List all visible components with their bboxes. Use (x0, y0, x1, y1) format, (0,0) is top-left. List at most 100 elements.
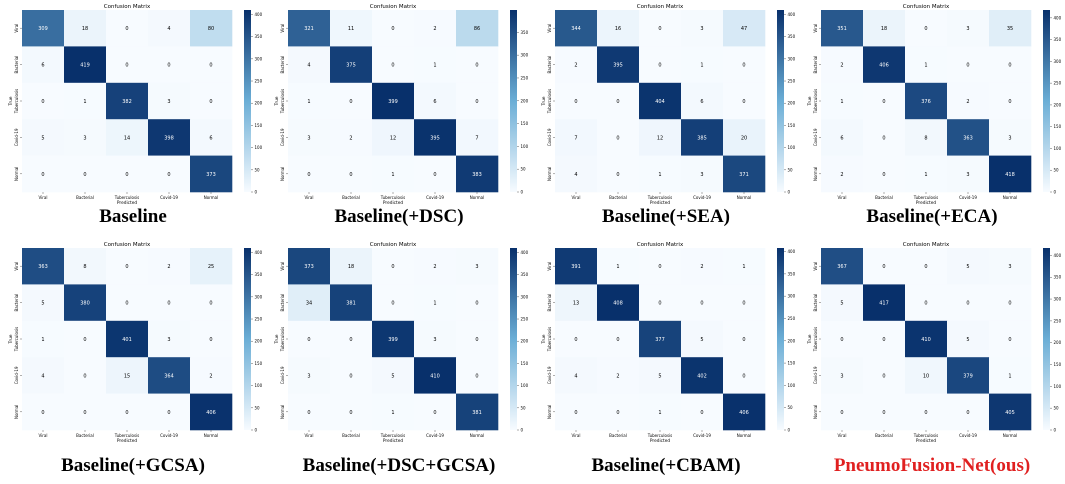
cell-value-label: 0 (742, 373, 745, 379)
heatmap-cell (64, 82, 107, 120)
x-tick-label: Bacterial (875, 433, 893, 438)
y-tick-label: Tuberculosis (280, 89, 285, 115)
x-axis-label: Predicted (383, 200, 403, 206)
cell-value-label: 2 (574, 63, 577, 69)
y-tick-label: Bacterial (14, 294, 19, 312)
cell-value-label: 3 (966, 26, 969, 32)
colorbar-tick-label: 250 (521, 317, 529, 322)
x-tick-label: Bacterial (342, 433, 360, 438)
heatmap-cell (372, 155, 415, 193)
heatmap-cell (989, 10, 1032, 47)
heatmap-cell (905, 155, 948, 193)
colorbar-tick-label: 100 (521, 144, 529, 149)
cell-value-label: 0 (574, 99, 577, 105)
cell-value-label: 371 (739, 172, 749, 178)
heatmap-cell (905, 82, 948, 120)
cell-value-label: 0 (658, 63, 661, 69)
heatmap-cell (148, 82, 191, 120)
cell-value-label: 3 (167, 99, 170, 105)
cell-value-label: 5 (658, 373, 661, 379)
heatmap-cell (821, 320, 864, 358)
y-axis-label: True (807, 334, 813, 344)
cell-value-label: 0 (574, 410, 577, 416)
cell-value-label: 1 (924, 172, 927, 178)
x-tick-label: Viral (39, 195, 48, 200)
heatmap-cell (555, 10, 598, 47)
panel-caption: Baseline(+ECA) (866, 206, 998, 227)
heatmap-cell (288, 248, 331, 285)
heatmap-cell (555, 82, 598, 120)
heatmap-cell (456, 357, 499, 394)
cell-value-label: 25 (208, 264, 214, 270)
heatmap-cell (288, 119, 331, 156)
heatmap-cell (681, 46, 724, 84)
colorbar-tick-label: 300 (788, 56, 796, 61)
heatmap-cell (821, 357, 864, 394)
cell-value-label: 0 (83, 337, 86, 343)
heatmap-cell (372, 46, 415, 84)
cell-value-label: 2 (433, 264, 436, 270)
cell-value-label: 7 (574, 135, 577, 141)
heatmap-cell (414, 393, 457, 431)
colorbar-tick-label: 50 (521, 167, 527, 172)
cell-value-label: 0 (882, 172, 885, 178)
y-tick-label: Normal (547, 167, 552, 181)
cell-value-label: 0 (83, 410, 86, 416)
heatmap-cell (597, 155, 640, 193)
colorbar-tick-label: 300 (521, 53, 529, 58)
colorbar-tick-label: 150 (521, 361, 529, 366)
heatmap-cell (64, 10, 107, 47)
colorbar-tick-label: 250 (1054, 318, 1062, 323)
heatmap-cell (681, 10, 724, 47)
cell-value-label: 0 (616, 410, 619, 416)
cell-value-label: 6 (41, 63, 44, 69)
colorbar-tick-label: 100 (255, 383, 263, 388)
heatmap-cell (372, 284, 415, 322)
heatmap-cell (989, 119, 1032, 156)
cell-value-label: 410 (430, 373, 440, 379)
colorbar-tick-label: 50 (521, 405, 527, 410)
colorbar-tick-label: 300 (255, 294, 263, 299)
cell-value-label: 0 (475, 99, 478, 105)
cell-value-label: 0 (83, 172, 86, 178)
heatmap-cell (288, 320, 331, 358)
heatmap-cell (190, 46, 233, 84)
cell-value-label: 402 (697, 373, 707, 379)
colorbar-tick-label: 50 (255, 167, 261, 172)
colorbar-tick-label: 150 (1054, 362, 1062, 367)
heatmap-cell (106, 10, 149, 47)
heatmap-cell (456, 82, 499, 120)
colorbar-tick-label: 150 (788, 361, 796, 366)
heatmap-cell (597, 393, 640, 431)
cell-value-label: 3 (700, 172, 703, 178)
cell-value-label: 0 (658, 264, 661, 270)
cell-value-label: 398 (164, 135, 174, 141)
cell-value-label: 417 (879, 301, 889, 307)
cell-value-label: 1 (742, 264, 745, 270)
heatmap-cell (456, 10, 499, 47)
panel-caption: Baseline(+DSC+GCSA) (302, 455, 496, 476)
heatmap-cell (64, 284, 107, 322)
heatmap-cell (597, 119, 640, 156)
cell-value-label: 405 (1005, 410, 1015, 416)
heatmap-cell (905, 357, 948, 394)
cell-value-label: 1 (83, 99, 86, 105)
heatmap-cell (372, 10, 415, 47)
colorbar-tick-label: 100 (788, 145, 796, 150)
cell-value-label: 5 (966, 337, 969, 343)
heatmap-cell (597, 320, 640, 358)
cell-value-label: 0 (41, 172, 44, 178)
cell-value-label: 373 (304, 264, 314, 270)
cell-value-label: 6 (700, 99, 703, 105)
cell-value-label: 363 (963, 135, 973, 141)
x-tick-label: Bacterial (609, 195, 627, 200)
heatmap-cell (190, 119, 233, 156)
heatmap-cell (288, 82, 331, 120)
x-tick-label: Tuberculosis (114, 195, 140, 200)
cell-value-label: 3 (83, 135, 86, 141)
panel-caption: Baseline(+CBAM) (591, 455, 741, 476)
heatmap-cell (947, 119, 990, 156)
cell-value-label: 351 (837, 26, 847, 32)
heatmap-cell (639, 320, 682, 358)
cell-value-label: 0 (924, 26, 927, 32)
